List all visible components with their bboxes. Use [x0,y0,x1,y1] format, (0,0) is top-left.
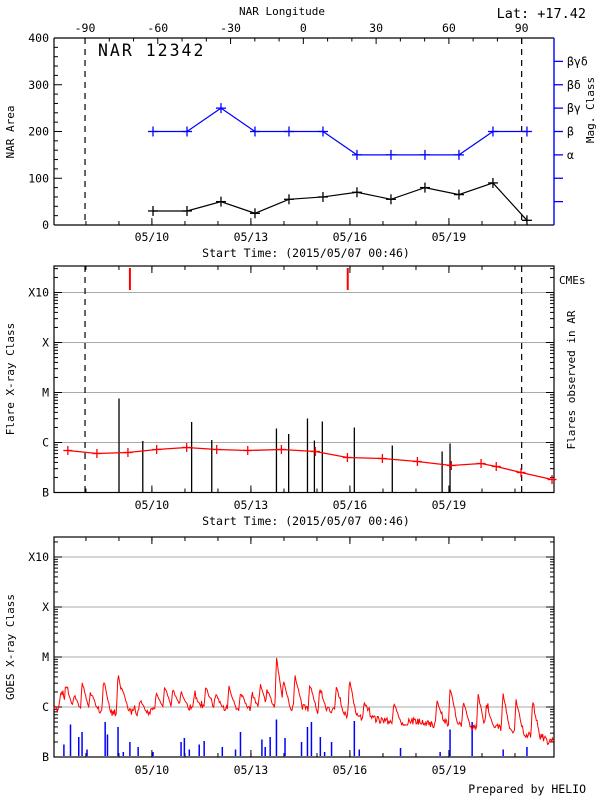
x-tick-label: 05/13 [234,763,269,777]
y-tick-label: M [42,650,49,664]
x-tick-label: 05/10 [135,230,170,244]
x-tick-label: 05/13 [234,230,269,244]
flare-xray-ylabel: Flare X-ray Class [4,323,17,436]
longitude-tick-label: 30 [369,21,383,35]
y-tick-label: C [42,436,49,450]
active-region-title: NAR 12342 [98,41,205,60]
mag-class-tick-label: α [567,148,574,162]
x-tick-label: 05/13 [234,498,269,512]
panel-border [53,265,555,494]
x-tick-label: 05/16 [333,763,368,777]
mag-class-series [153,107,527,156]
y-tick-label: B [42,486,49,500]
y-tick-label: 400 [28,31,49,45]
longitude-tick-label: -90 [75,21,96,35]
goes-xray-ylabel: GOES X-ray Class [4,594,17,700]
x-tick-label: 05/19 [432,498,467,512]
start-time-label-panel2: Start Time: (2015/05/07 00:46) [202,514,410,528]
x-tick-label: 05/10 [135,763,170,777]
start-time-label-panel1: Start Time: (2015/05/07 00:46) [202,246,410,260]
mag-class-tick-label: β [567,125,574,139]
x-tick-label: 05/10 [135,498,170,512]
panel-border [53,536,555,758]
y-tick-label: X [42,336,49,350]
x-tick-label: 05/19 [432,763,467,777]
y-tick-label: 200 [28,125,49,139]
longitude-tick-label: 0 [300,21,307,35]
latitude-label: Lat: +17.42 [497,6,586,22]
nar-area-series [153,182,528,221]
y-tick-label: X10 [28,286,49,300]
nar-longitude-axis-label: NAR Longitude [239,5,325,18]
x-tick-label: 05/16 [333,230,368,244]
longitude-tick-label: 60 [442,21,456,35]
flares-observed-label: Flares observed in AR [565,310,578,449]
y-tick-label: B [42,750,49,764]
mag-class-tick-label: βγδ [567,54,588,68]
x-tick-label: 05/16 [333,498,368,512]
y-tick-label: X10 [28,550,49,564]
longitude-tick-label: -60 [147,21,168,35]
y-tick-label: M [42,386,49,400]
y-tick-label: X [42,600,49,614]
y-tick-label: 300 [28,78,49,92]
nar-area-ylabel: NAR Area [4,106,17,159]
mag-class-tick-label: βγ [567,101,581,115]
y-tick-label: 100 [28,171,49,185]
x-tick-label: 05/19 [432,230,467,244]
chart-content: -90 -60 -30 0 30 60 90 05/10 05/13 05/16 05/19 0 100… [28,21,588,777]
mag-class-axis-label: Mag. Class [584,77,597,143]
credit-label: Prepared by HELIO [468,782,586,796]
mag-class-tick-label: βδ [567,78,581,92]
y-tick-label: 0 [42,218,49,232]
cmes-label: CMEs [559,274,586,287]
longitude-tick-label: -30 [220,21,241,35]
goes-flux-line [53,657,555,745]
longitude-tick-label: 90 [515,21,529,35]
y-tick-label: C [42,700,49,714]
